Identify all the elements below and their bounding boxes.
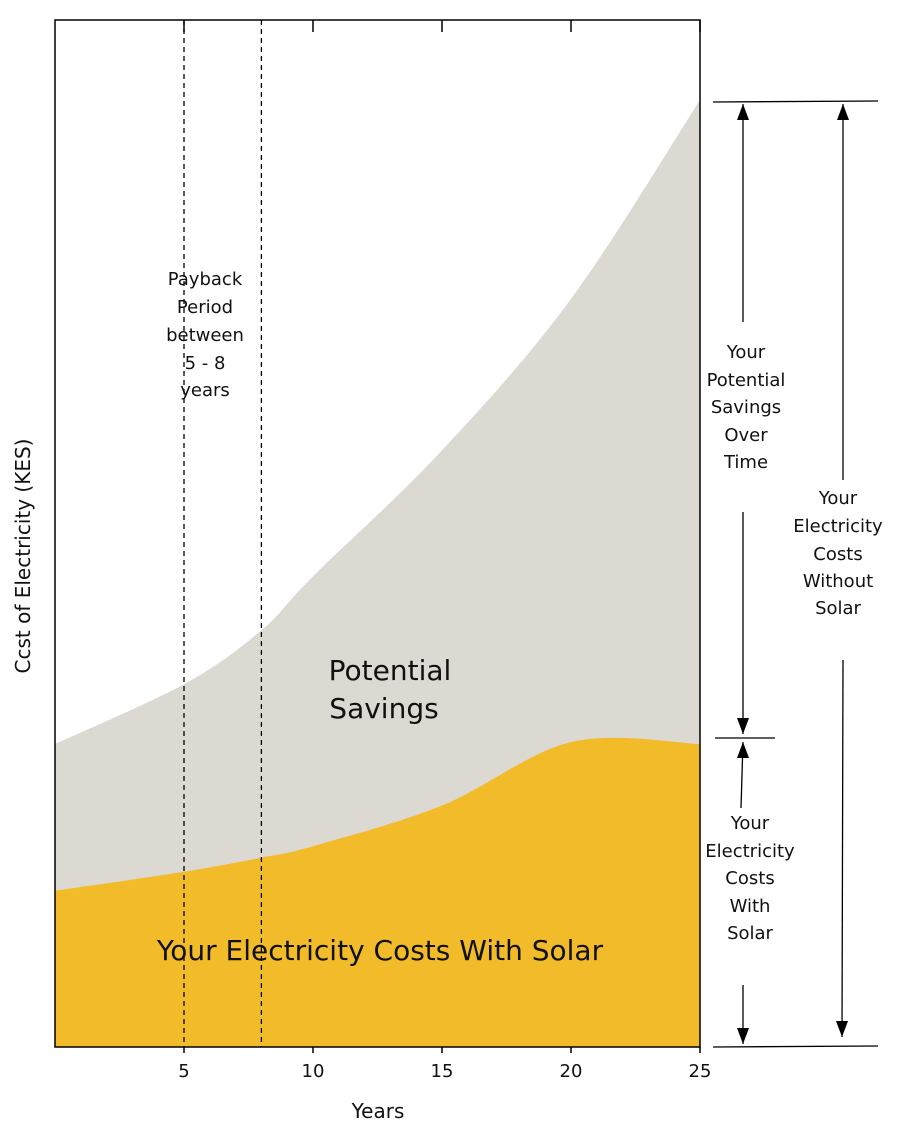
payback-line-4: 5 - 8	[185, 353, 226, 374]
right-with-solar-line-1: Your	[730, 813, 770, 834]
right-without-solar-line-5: Solar	[815, 598, 861, 619]
right-without-solar-line-1: Your	[818, 488, 858, 509]
right-without-solar-line-2: Electricity	[793, 516, 883, 537]
right-with-solar-line-5: Solar	[727, 923, 773, 944]
right-savings-line-1: Your	[726, 342, 766, 363]
right-savings-line-2: Potential	[707, 370, 786, 391]
x-tick-label: 20	[560, 1061, 583, 1082]
x-axis-tick-labels: 5 10 15 20 25	[178, 1061, 711, 1082]
right-savings-line-3: Savings	[711, 397, 781, 418]
right-label-with-solar: Your Electricity Costs With Solar	[705, 813, 795, 944]
payback-line-2: Period	[177, 297, 233, 318]
right-without-solar-line-4: Without	[803, 571, 873, 592]
payback-line-3: between	[166, 325, 244, 346]
right-with-solar-line-3: Costs	[725, 868, 774, 889]
right-without-solar-line-3: Costs	[813, 544, 862, 565]
payback-annotation: Payback Period between 5 - 8 years	[166, 269, 244, 401]
right-with-solar-line-4: With	[730, 896, 771, 917]
arrowheads	[737, 104, 849, 1044]
right-with-solar-line-2: Electricity	[705, 841, 795, 862]
x-tick-label: 10	[302, 1061, 325, 1082]
right-label-savings: Your Potential Savings Over Time	[707, 342, 786, 473]
x-axis-ticks	[183, 20, 701, 1053]
x-tick-label: 15	[431, 1061, 454, 1082]
savings-label-line-1: Potential	[329, 654, 452, 687]
y-axis-label: Ccst of Electricity (KES)	[11, 439, 35, 674]
x-tick-label: 5	[178, 1061, 189, 1082]
right-label-without-solar: Your Electricity Costs Without Solar	[793, 488, 883, 619]
solar-costs-area	[55, 737, 700, 1047]
payback-line-1: Payback	[168, 269, 243, 290]
payback-line-5: years	[180, 380, 230, 401]
right-savings-line-5: Time	[723, 452, 768, 473]
right-savings-line-4: Over	[724, 425, 768, 446]
savings-label-line-2: Savings	[329, 692, 438, 725]
plot-frame	[54, 19, 701, 1048]
right-dimension-markers	[712, 100, 879, 1048]
x-tick-label: 25	[689, 1061, 712, 1082]
savings-area-label: Potential Savings	[329, 654, 452, 725]
solar-area-label: Your Electricity Costs With Solar	[156, 934, 604, 967]
x-axis-label: Years	[351, 1099, 405, 1123]
